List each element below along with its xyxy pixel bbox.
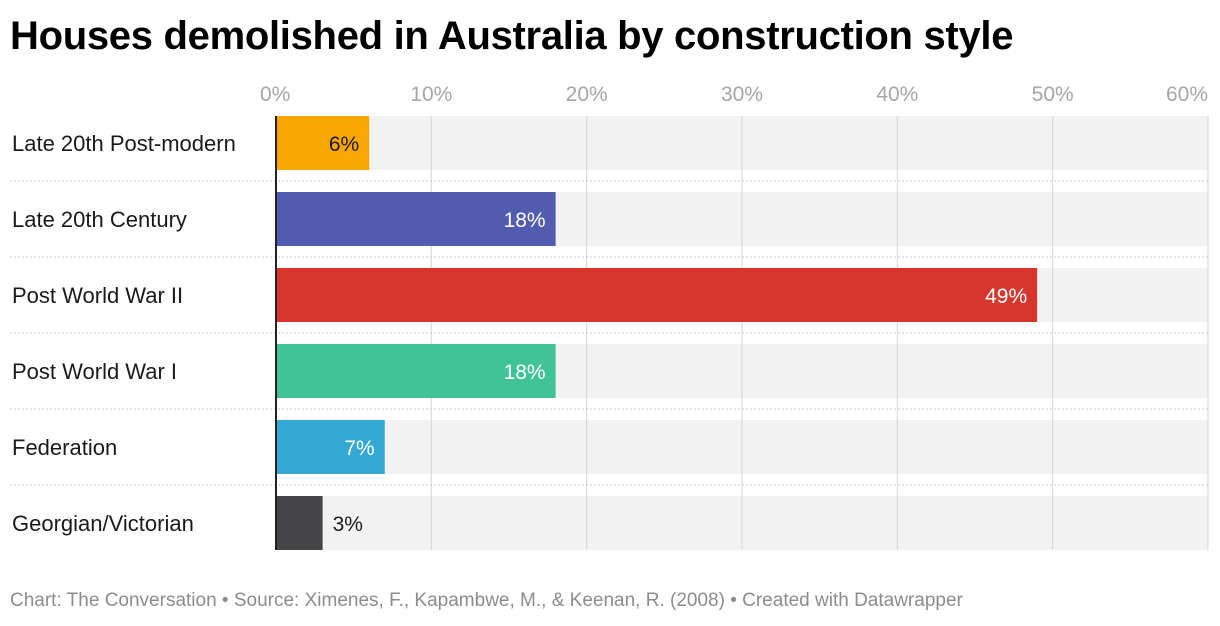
chart-title: Houses demolished in Australia by constr…	[10, 14, 1014, 58]
bar	[276, 116, 370, 170]
category-label: Late 20th Century	[12, 207, 187, 232]
x-tick-label: 10%	[410, 83, 452, 106]
x-tick-label: 40%	[876, 83, 918, 106]
category-label: Late 20th Post-modern	[12, 131, 236, 156]
gridlines	[430, 116, 1209, 550]
value-label: 18%	[504, 209, 546, 232]
category-labels: Late 20th Post-modern Late 20th Century Po…	[12, 131, 236, 536]
category-label: Federation	[12, 435, 117, 460]
bar	[276, 192, 556, 246]
value-labels: 6% 18% 49% 18% 7% 3%	[329, 133, 1027, 536]
bar	[276, 344, 556, 398]
bar	[276, 420, 385, 474]
category-label: Post World War II	[12, 283, 183, 308]
x-axis-ticks: 0% 10% 20% 30% 40% 50% 60%	[260, 83, 1208, 106]
value-label: 18%	[504, 361, 546, 384]
x-tick-label: 50%	[1032, 83, 1074, 106]
value-label: 49%	[985, 285, 1027, 308]
value-label: 6%	[329, 133, 359, 156]
category-label: Post World War I	[12, 359, 177, 384]
bar	[276, 268, 1038, 322]
category-label: Georgian/Victorian	[12, 511, 194, 536]
value-label: 7%	[344, 437, 374, 460]
value-label: 3%	[333, 513, 363, 536]
x-tick-label: 20%	[566, 83, 608, 106]
x-tick-label: 0%	[260, 83, 290, 106]
bars	[276, 116, 1038, 550]
x-tick-label: 30%	[721, 83, 763, 106]
chart-footer: Chart: The Conversation • Source: Ximene…	[10, 590, 963, 611]
x-tick-label: 60%	[1166, 83, 1208, 106]
bar	[276, 496, 323, 550]
